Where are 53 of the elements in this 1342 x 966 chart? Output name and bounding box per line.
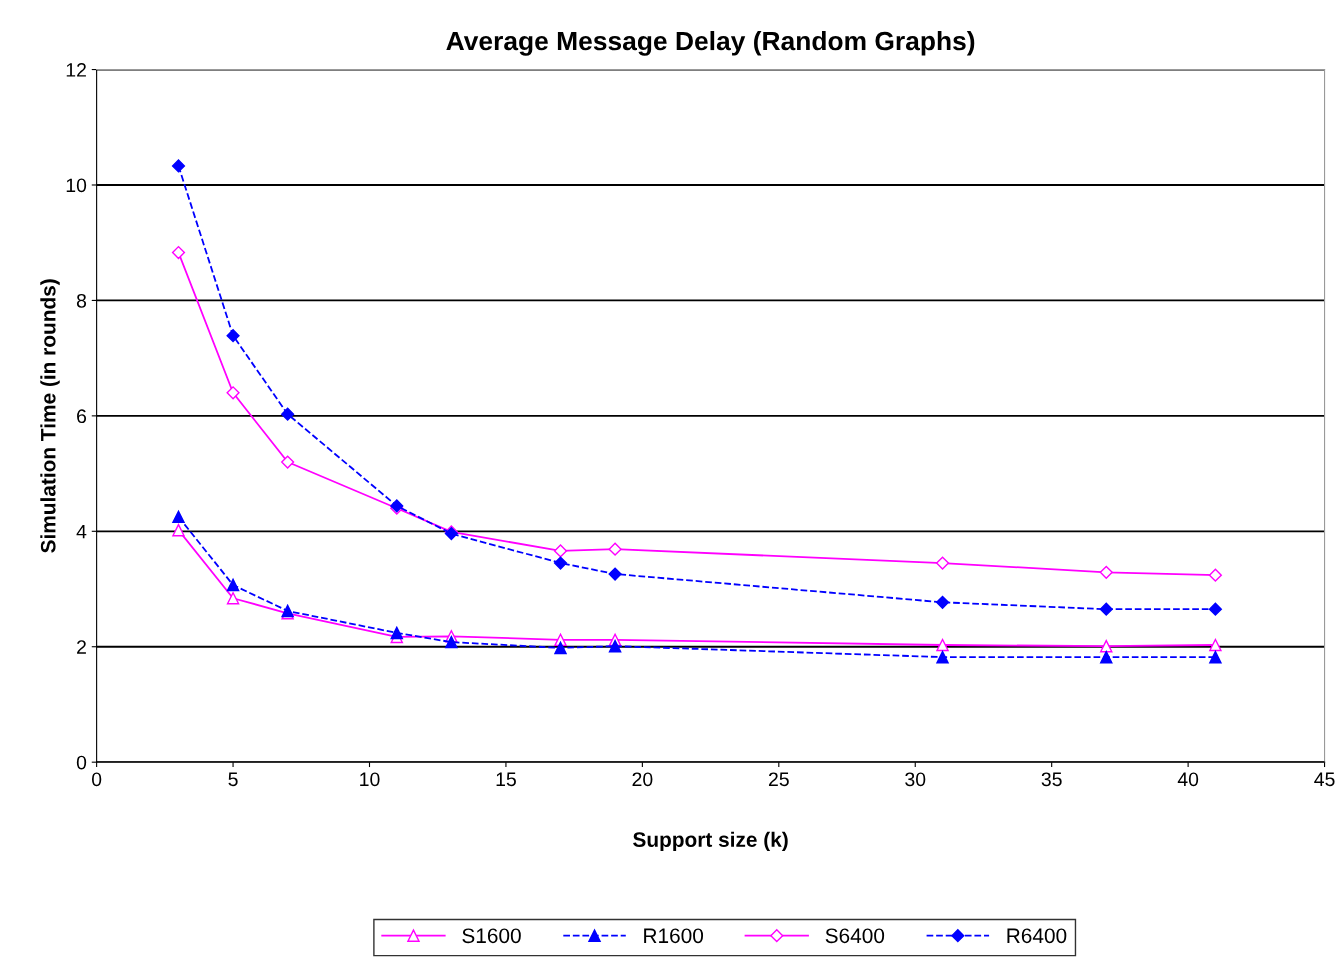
x-tick-label: 25 <box>768 772 789 787</box>
y-tick-label: 10 <box>66 178 87 193</box>
point <box>936 650 949 664</box>
chart-title: Average Message Delay (Random Graphs) <box>446 30 975 56</box>
point <box>1099 565 1113 579</box>
point <box>226 329 240 343</box>
x-tick-label: 0 <box>91 772 102 787</box>
x-tick-label: 30 <box>905 772 926 787</box>
x-tick-label: 35 <box>1041 772 1062 787</box>
y-tick-label: 2 <box>77 640 86 654</box>
point <box>171 245 186 260</box>
legend-label: R1600 <box>644 928 704 944</box>
y-axis-title: Simulation Time (in rounds) <box>40 279 60 553</box>
point <box>608 567 622 581</box>
x-axis-title: Support size (k) <box>633 831 788 852</box>
point <box>171 159 186 173</box>
point <box>553 556 568 570</box>
legend-label: R6400 <box>1007 928 1067 944</box>
point <box>554 641 567 655</box>
point <box>1208 568 1222 582</box>
x-tick-label: 40 <box>1177 772 1199 787</box>
x-tick-label: 10 <box>360 772 380 787</box>
point <box>390 626 404 640</box>
x-tick-label: 45 <box>1314 772 1335 787</box>
point <box>1100 650 1113 664</box>
y-tick-label: 12 <box>66 63 86 77</box>
point <box>281 407 295 421</box>
point <box>608 639 622 653</box>
y-tick-label: 6 <box>77 409 87 424</box>
point <box>1209 638 1222 652</box>
point <box>226 592 240 605</box>
point <box>553 544 568 558</box>
legend-label: S1600 <box>462 928 521 944</box>
x-tick-label: 5 <box>228 772 238 787</box>
point <box>1208 602 1222 616</box>
point <box>936 638 949 652</box>
point <box>935 556 950 570</box>
point <box>281 455 295 469</box>
point <box>172 523 185 537</box>
x-tick-label: 20 <box>632 772 653 787</box>
point <box>1209 650 1222 664</box>
point <box>608 542 622 556</box>
point <box>226 386 240 400</box>
point <box>226 578 240 592</box>
point <box>935 595 950 609</box>
point <box>445 635 458 649</box>
legend-label: S6400 <box>825 928 885 944</box>
y-tick-label: 8 <box>76 293 87 308</box>
y-tick-label: 0 <box>76 755 87 770</box>
point <box>172 510 185 524</box>
x-tick-label: 15 <box>496 772 516 787</box>
point <box>1099 602 1113 616</box>
y-tick-label: 4 <box>76 524 87 539</box>
